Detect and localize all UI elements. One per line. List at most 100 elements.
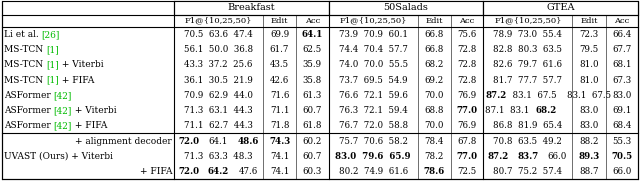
- Text: 71.6: 71.6: [270, 91, 289, 100]
- Text: 71.3  63.1  44.3: 71.3 63.1 44.3: [184, 106, 253, 115]
- Text: 50Salads: 50Salads: [383, 3, 428, 12]
- Text: 77.0: 77.0: [456, 152, 477, 161]
- Text: 67.8: 67.8: [458, 137, 477, 146]
- Text: 60.2: 60.2: [303, 137, 322, 146]
- Text: UVAST (Ours) + Viterbi: UVAST (Ours) + Viterbi: [4, 152, 113, 161]
- Text: 88.7: 88.7: [579, 167, 598, 176]
- Text: Acc: Acc: [614, 17, 629, 25]
- Text: 75.7  70.6  58.2: 75.7 70.6 58.2: [339, 137, 408, 146]
- Text: [1]: [1]: [46, 45, 59, 54]
- Text: 69.9: 69.9: [270, 30, 289, 39]
- Text: 48.6: 48.6: [237, 137, 259, 146]
- Text: 77.0: 77.0: [456, 106, 477, 115]
- Text: 66.0: 66.0: [612, 167, 632, 176]
- Text: 74.1: 74.1: [270, 152, 289, 161]
- Text: 78.6: 78.6: [424, 167, 445, 176]
- Text: 47.6: 47.6: [239, 167, 258, 176]
- Text: [26]: [26]: [42, 30, 60, 39]
- Text: + FIFA: + FIFA: [72, 121, 108, 130]
- Text: [1]: [1]: [46, 60, 59, 70]
- Text: 83.1  67.5: 83.1 67.5: [567, 91, 611, 100]
- Text: 70.0: 70.0: [424, 91, 444, 100]
- Text: 78.2: 78.2: [424, 152, 444, 161]
- Text: 71.1: 71.1: [270, 106, 289, 115]
- Text: [42]: [42]: [54, 91, 72, 100]
- Text: 72.8: 72.8: [458, 45, 477, 54]
- Text: 70.5: 70.5: [611, 152, 632, 161]
- Text: Breakfast: Breakfast: [228, 3, 275, 12]
- Text: 64.2: 64.2: [208, 167, 229, 176]
- Text: 42.6: 42.6: [270, 76, 289, 85]
- Text: 43.3  37.2  25.6: 43.3 37.2 25.6: [184, 60, 253, 70]
- Text: + Viterbi: + Viterbi: [72, 106, 116, 115]
- Text: 64.1: 64.1: [209, 137, 228, 146]
- Text: 69.1: 69.1: [612, 106, 632, 115]
- Text: 87.1  83.1: 87.1 83.1: [485, 106, 535, 115]
- Text: 74.4  70.4  57.7: 74.4 70.4 57.7: [339, 45, 408, 54]
- Text: Edit: Edit: [426, 17, 443, 25]
- Text: 79.5: 79.5: [579, 45, 598, 54]
- Text: 70.0: 70.0: [424, 121, 444, 130]
- Text: 83.0  79.6  65.9: 83.0 79.6 65.9: [335, 152, 411, 161]
- Text: 83.0: 83.0: [579, 106, 598, 115]
- Text: 75.6: 75.6: [458, 30, 477, 39]
- Text: 66.8: 66.8: [424, 30, 444, 39]
- Text: 71.8: 71.8: [270, 121, 289, 130]
- Text: 56.1  50.0  36.8: 56.1 50.0 36.8: [184, 45, 253, 54]
- Text: 80.7  75.2  57.4: 80.7 75.2 57.4: [493, 167, 563, 176]
- Text: 76.3  72.1  59.4: 76.3 72.1 59.4: [339, 106, 408, 115]
- Text: 72.8: 72.8: [458, 60, 477, 70]
- Text: ASFormer: ASFormer: [4, 121, 54, 130]
- Text: 82.8  80.3  63.5: 82.8 80.3 63.5: [493, 45, 563, 54]
- Text: 72.0: 72.0: [179, 137, 200, 146]
- Text: [42]: [42]: [54, 106, 72, 115]
- Bar: [483, 1, 638, 15]
- Text: 66.4: 66.4: [612, 30, 632, 39]
- Text: + FIFA: + FIFA: [140, 167, 172, 176]
- Text: MS-TCN: MS-TCN: [4, 76, 46, 85]
- Text: + FIFA: + FIFA: [59, 76, 94, 85]
- Text: 89.3: 89.3: [579, 152, 600, 161]
- Text: 60.7: 60.7: [303, 106, 322, 115]
- Text: 73.7  69.5  54.9: 73.7 69.5 54.9: [339, 76, 408, 85]
- Text: 83.1  67.5: 83.1 67.5: [507, 91, 556, 100]
- Text: MS-TCN: MS-TCN: [4, 45, 46, 54]
- Text: Li et al.: Li et al.: [4, 30, 42, 39]
- Text: 80.2  74.9  61.6: 80.2 74.9 61.6: [339, 167, 408, 176]
- Text: 78.9  73.0  55.4: 78.9 73.0 55.4: [493, 30, 562, 39]
- Text: 88.2: 88.2: [579, 137, 598, 146]
- Bar: [174, 1, 329, 15]
- Text: 68.8: 68.8: [424, 106, 444, 115]
- Text: 70.5  63.6  47.4: 70.5 63.6 47.4: [184, 30, 253, 39]
- Text: 86.8  81.9  65.4: 86.8 81.9 65.4: [493, 121, 563, 130]
- Text: 62.5: 62.5: [303, 45, 322, 54]
- Text: 76.9: 76.9: [458, 121, 477, 130]
- Text: 70.9  62.9  44.0: 70.9 62.9 44.0: [184, 91, 253, 100]
- Text: [1]: [1]: [46, 76, 59, 85]
- Text: + alignment decoder: + alignment decoder: [76, 137, 172, 146]
- Text: F1@{10,25,50}: F1@{10,25,50}: [339, 17, 407, 25]
- Text: ASFormer: ASFormer: [4, 106, 54, 115]
- Text: 67.3: 67.3: [612, 76, 631, 85]
- Text: 72.3: 72.3: [579, 30, 598, 39]
- Text: 83.0: 83.0: [579, 121, 598, 130]
- Text: GTEA: GTEA: [547, 3, 575, 12]
- Text: 61.7: 61.7: [270, 45, 289, 54]
- Text: 43.5: 43.5: [270, 60, 289, 70]
- Text: 36.1  30.5  21.9: 36.1 30.5 21.9: [184, 76, 253, 85]
- Text: 70.8  63.5  49.2: 70.8 63.5 49.2: [493, 137, 562, 146]
- Text: 68.1: 68.1: [612, 60, 632, 70]
- Text: 81.0: 81.0: [579, 60, 598, 70]
- Text: 76.9: 76.9: [458, 91, 477, 100]
- Text: 66.8: 66.8: [424, 45, 444, 54]
- Text: 83.7: 83.7: [517, 152, 538, 161]
- Text: 72.0: 72.0: [179, 167, 200, 176]
- Text: 76.6  72.1  59.6: 76.6 72.1 59.6: [339, 91, 408, 100]
- Bar: [329, 1, 483, 15]
- Text: 76.7  72.0  58.8: 76.7 72.0 58.8: [339, 121, 408, 130]
- Text: 87.2: 87.2: [488, 152, 509, 161]
- Text: 68.4: 68.4: [612, 121, 632, 130]
- Text: F1@{10,25,50}: F1@{10,25,50}: [494, 17, 561, 25]
- Text: 35.9: 35.9: [303, 60, 322, 70]
- Text: 35.8: 35.8: [303, 76, 322, 85]
